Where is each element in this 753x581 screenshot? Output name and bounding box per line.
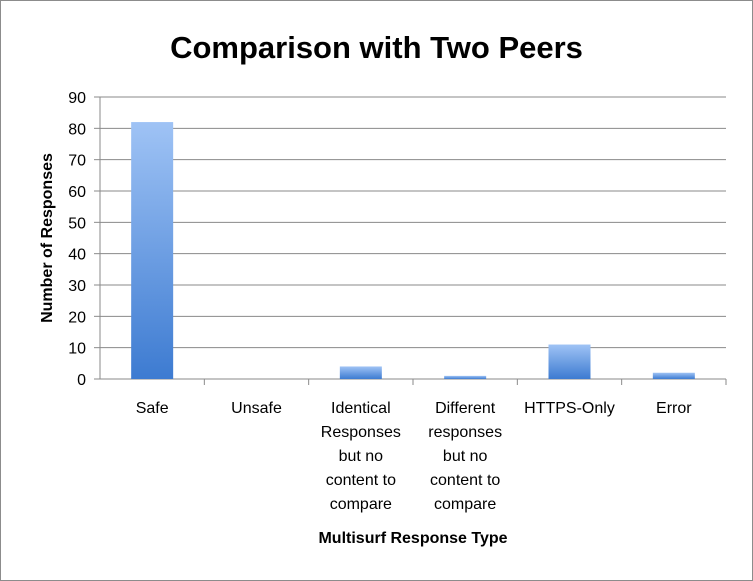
x-tick-label: Different responses but no content to compar…: [428, 400, 502, 513]
bar: [131, 122, 174, 380]
x-tick-label-line: Identical: [331, 400, 391, 417]
y-tick-label: 60: [68, 184, 86, 201]
x-tick-label: Identical Responses but no content to compar…: [321, 400, 401, 513]
y-tick-label: 40: [68, 247, 86, 264]
bar: [444, 375, 487, 379]
x-tick-label: Safe: [136, 400, 169, 417]
x-tick-label-line: HTTPS-Only: [524, 400, 615, 417]
x-tick-label-line: compare: [434, 496, 496, 513]
y-tick-label: 50: [68, 215, 86, 232]
y-tick-label: 0: [77, 372, 86, 389]
x-tick-label: Unsafe: [231, 400, 282, 417]
bar: [652, 372, 695, 379]
y-tick-label: 20: [68, 309, 86, 326]
x-tick-label: HTTPS-Only: [524, 400, 615, 417]
y-tick-label: 10: [68, 341, 86, 358]
x-tick-label-line: but no: [443, 448, 488, 465]
x-tick-label-line: Responses: [321, 424, 401, 441]
x-tick-label-line: content to: [430, 472, 500, 489]
y-tick-label: 80: [68, 121, 86, 138]
x-tick-label-line: Error: [656, 400, 692, 417]
chart-title: Comparison with Two Peers: [170, 30, 583, 65]
bar: [548, 344, 591, 379]
x-tick-label-line: responses: [428, 424, 502, 441]
y-tick-label: 90: [68, 90, 86, 107]
y-tick-label: 70: [68, 153, 86, 170]
bar: [339, 366, 382, 379]
x-tick-label-line: content to: [326, 472, 396, 489]
x-tick-label-line: but no: [339, 448, 384, 465]
x-tick-label-line: compare: [330, 496, 392, 513]
x-tick-label-line: Safe: [136, 400, 169, 417]
y-tick-label: 30: [68, 278, 86, 295]
x-axis-label: Multisurf Response Type: [318, 530, 508, 547]
x-tick-label-line: Different: [435, 400, 496, 417]
x-tick-label-line: Unsafe: [231, 400, 282, 417]
x-tick-label: Error: [656, 400, 692, 417]
